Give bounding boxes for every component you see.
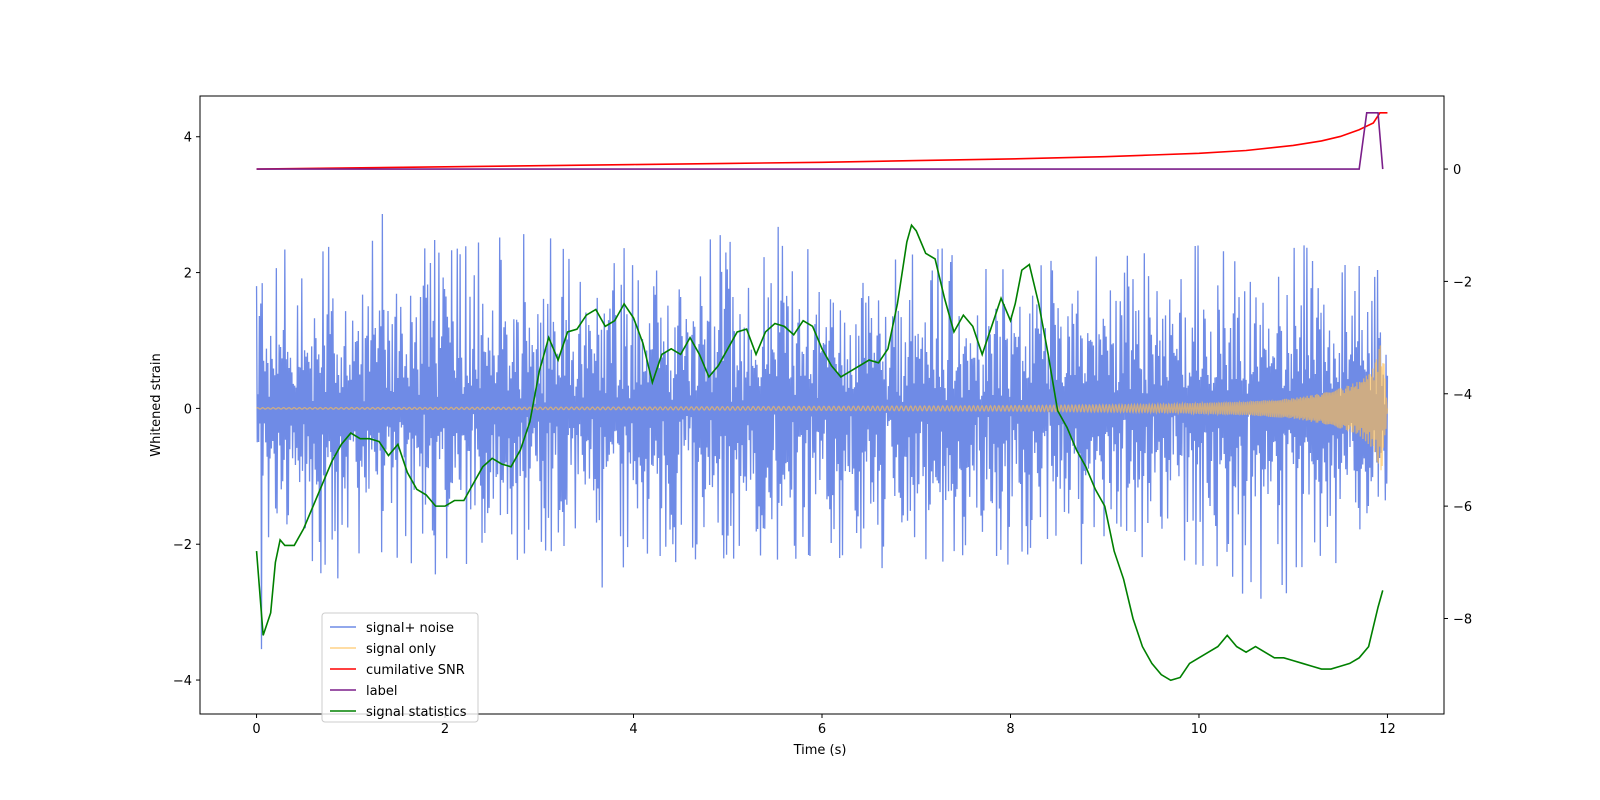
series-signal-statistics (255, 223, 1384, 682)
series-cumulative-snr (256, 112, 1388, 170)
x-axis-label: Time (s) (793, 743, 847, 758)
axis-ticks: 0 2 4 6 8 10 12 −4 −2 0 2 4 −8 −6 −4 −2 0 (173, 131, 1472, 737)
y-tick-label: 0 (184, 402, 192, 417)
legend-label: cumilative SNR (366, 663, 465, 678)
legend-label: signal statistics (366, 705, 467, 720)
series-signal-noise (255, 214, 1389, 650)
y2-tick-label: −6 (1453, 500, 1472, 515)
series-label (256, 112, 1384, 170)
y2-tick-label: −2 (1453, 275, 1472, 290)
x-tick-label: 2 (441, 722, 449, 737)
legend-label: signal only (366, 642, 436, 657)
x-tick-label: 0 (252, 722, 260, 737)
y-tick-label: 2 (184, 267, 192, 282)
y-tick-label: −2 (173, 538, 192, 553)
x-tick-label: 10 (1191, 722, 1208, 737)
y-axis-label: Whitened strain (149, 353, 164, 456)
y2-tick-label: 0 (1453, 163, 1461, 178)
legend-label: signal+ noise (366, 621, 454, 636)
x-tick-label: 12 (1379, 722, 1396, 737)
y2-tick-label: −8 (1453, 612, 1472, 627)
y-tick-label: 4 (184, 131, 192, 146)
legend-label: label (366, 684, 397, 699)
y-tick-label: −4 (173, 674, 192, 689)
series-signal-only (256, 345, 1389, 471)
x-tick-label: 4 (629, 722, 637, 737)
plot-area (255, 112, 1389, 682)
x-tick-label: 6 (818, 722, 826, 737)
legend: signal+ noise signal only cumilative SNR la… (321, 612, 479, 723)
x-tick-label: 8 (1006, 722, 1014, 737)
legend-frame (321, 612, 479, 723)
y2-tick-label: −4 (1453, 388, 1472, 403)
